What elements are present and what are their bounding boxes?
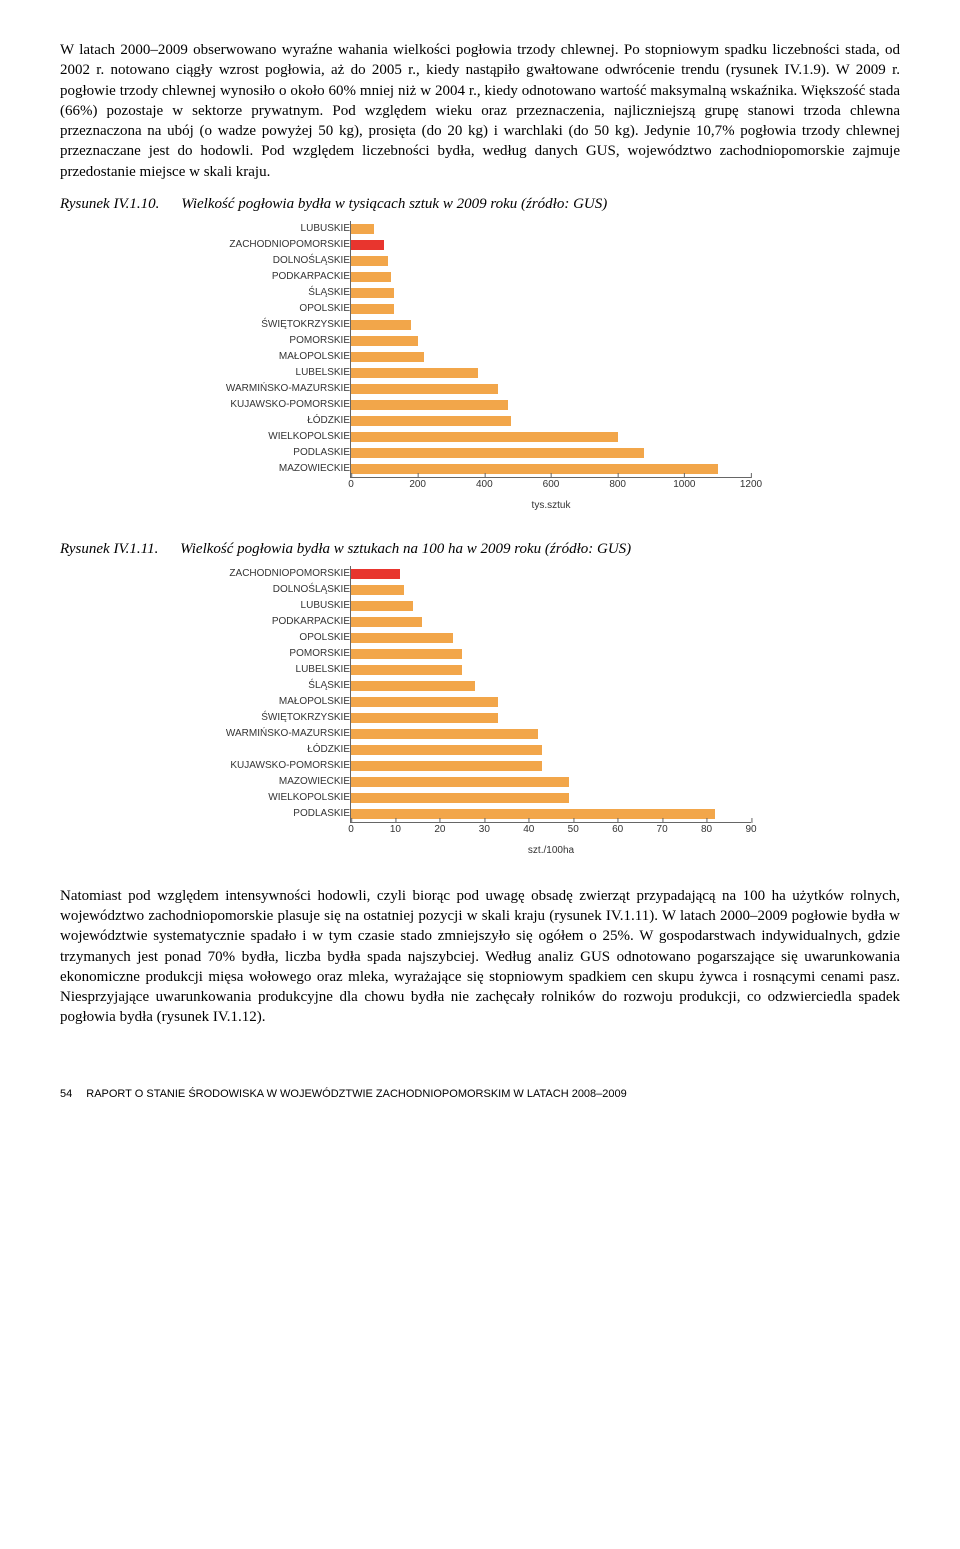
chart-bar	[351, 713, 498, 723]
chart-category-label: ŚWIĘTOKRZYSKIE	[210, 710, 350, 726]
chart-tick: 1000	[673, 479, 695, 490]
chart-category-label: PODKARPACKIE	[210, 269, 350, 285]
page-footer: 54 RAPORT O STANIE ŚRODOWISKA W WOJEWÓDZ…	[60, 1088, 900, 1100]
chart-category-label: PODLASKIE	[210, 445, 350, 461]
chart-category-label: LUBUSKIE	[210, 598, 350, 614]
figure-10-title: Wielkość pogłowia bydła w tysiącach sztu…	[181, 196, 607, 212]
chart-category-label: DOLNOŚLĄSKIE	[210, 253, 350, 269]
chart-category-label: LUBELSKIE	[210, 365, 350, 381]
chart-category-label: PODLASKIE	[210, 806, 350, 822]
chart-category-label: POMORSKIE	[210, 333, 350, 349]
chart-tick: 400	[476, 479, 493, 490]
chart-bar	[351, 320, 411, 330]
chart-tick: 0	[348, 824, 354, 835]
chart-category-label: LUBUSKIE	[210, 221, 350, 237]
footer-title: RAPORT O STANIE ŚRODOWISKA W WOJEWÓDZTWI…	[86, 1088, 627, 1100]
chart-tick: 10	[390, 824, 401, 835]
chart-category-label: OPOLSKIE	[210, 301, 350, 317]
paragraph-2: Natomiast pod względem intensywności hod…	[60, 886, 900, 1028]
chart-bar	[351, 601, 413, 611]
chart-bar	[351, 432, 618, 442]
chart-category-label: MAŁOPOLSKIE	[210, 349, 350, 365]
figure-11-title: Wielkość pogłowia bydła w sztukach na 10…	[180, 541, 631, 557]
chart-bar	[351, 416, 511, 426]
chart-tick: 80	[701, 824, 712, 835]
chart-category-label: LUBELSKIE	[210, 662, 350, 678]
chart-category-label: MAŁOPOLSKIE	[210, 694, 350, 710]
chart-category-label: ŚLĄSKIE	[210, 285, 350, 301]
chart-axis-label: tys.sztuk	[351, 500, 751, 511]
chart-bar	[351, 448, 644, 458]
chart-category-label: MAZOWIECKIE	[210, 774, 350, 790]
chart-tick: 70	[657, 824, 668, 835]
chart-category-label: ŚLĄSKIE	[210, 678, 350, 694]
chart-tick: 40	[523, 824, 534, 835]
chart-bar	[351, 256, 388, 266]
chart-tick: 50	[568, 824, 579, 835]
chart-category-label: ŁÓDZKIE	[210, 742, 350, 758]
chart-bar	[351, 745, 542, 755]
chart-tick: 90	[745, 824, 756, 835]
chart-bar	[351, 336, 418, 346]
chart-category-label: KUJAWSKO-POMORSKIE	[210, 758, 350, 774]
chart-category-label: WARMIŃSKO-MAZURSKIE	[210, 381, 350, 397]
chart-tick: 1200	[740, 479, 762, 490]
chart-bar	[351, 224, 374, 234]
chart-bar	[351, 681, 475, 691]
chart-bar	[351, 633, 453, 643]
chart-tick: 200	[409, 479, 426, 490]
chart-bar	[351, 240, 384, 250]
chart-bar	[351, 585, 404, 595]
figure-10-caption: Rysunek IV.1.10. Wielkość pogłowia bydła…	[60, 196, 900, 213]
figure-11-caption: Rysunek IV.1.11. Wielkość pogłowia bydła…	[60, 541, 900, 558]
chart-category-label: POMORSKIE	[210, 646, 350, 662]
chart-bar	[351, 384, 498, 394]
chart-bar	[351, 400, 508, 410]
chart-bar	[351, 665, 462, 675]
chart-bar	[351, 649, 462, 659]
chart-category-label: DOLNOŚLĄSKIE	[210, 582, 350, 598]
chart-tick: 0	[348, 479, 354, 490]
chart-category-label: OPOLSKIE	[210, 630, 350, 646]
chart-category-label: PODKARPACKIE	[210, 614, 350, 630]
chart-bar	[351, 793, 569, 803]
chart-bar	[351, 729, 538, 739]
chart-bar	[351, 352, 424, 362]
chart-tick: 30	[479, 824, 490, 835]
chart-category-label: ŚWIĘTOKRZYSKIE	[210, 317, 350, 333]
page-number: 54	[60, 1088, 72, 1100]
chart-tick: 20	[434, 824, 445, 835]
chart-category-label: ZACHODNIOPOMORSKIE	[210, 566, 350, 582]
chart-axis-label: szt./100ha	[351, 845, 751, 856]
chart-bar	[351, 777, 569, 787]
chart-10: LUBUSKIEZACHODNIOPOMORSKIEDOLNOŚLĄSKIEPO…	[210, 221, 750, 517]
figure-11-number: Rysunek IV.1.11.	[60, 541, 158, 557]
chart-bar	[351, 368, 478, 378]
figure-10-number: Rysunek IV.1.10.	[60, 196, 159, 212]
chart-category-label: KUJAWSKO-POMORSKIE	[210, 397, 350, 413]
chart-bar	[351, 304, 394, 314]
chart-bar	[351, 697, 498, 707]
chart-11: ZACHODNIOPOMORSKIEDOLNOŚLĄSKIELUBUSKIEPO…	[210, 566, 750, 862]
chart-tick: 600	[543, 479, 560, 490]
chart-tick: 800	[609, 479, 626, 490]
chart-bar	[351, 761, 542, 771]
chart-bar	[351, 617, 422, 627]
chart-tick: 60	[612, 824, 623, 835]
chart-category-label: MAZOWIECKIE	[210, 461, 350, 477]
chart-category-label: WARMIŃSKO-MAZURSKIE	[210, 726, 350, 742]
chart-category-label: ŁÓDZKIE	[210, 413, 350, 429]
chart-category-label: WIELKOPOLSKIE	[210, 429, 350, 445]
chart-category-label: WIELKOPOLSKIE	[210, 790, 350, 806]
chart-bar	[351, 809, 715, 819]
chart-bar	[351, 272, 391, 282]
paragraph-1: W latach 2000–2009 obserwowano wyraźne w…	[60, 40, 900, 182]
chart-bar	[351, 464, 718, 474]
chart-bar	[351, 569, 400, 579]
chart-bar	[351, 288, 394, 298]
chart-category-label: ZACHODNIOPOMORSKIE	[210, 237, 350, 253]
